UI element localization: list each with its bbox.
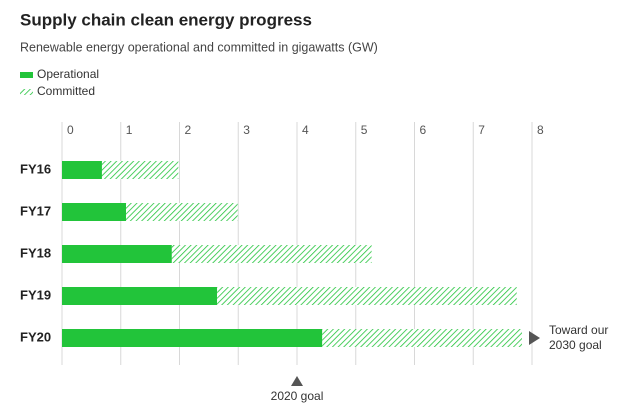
x-tick-label: 4 [302, 123, 309, 137]
bar-segment [62, 245, 172, 263]
y-tick-label: FY20 [20, 329, 51, 344]
x-tick-label: 1 [126, 123, 133, 137]
y-tick-label: FY18 [20, 245, 51, 260]
goal-marker [529, 331, 540, 345]
bar-segment [62, 203, 127, 221]
bar-segment [217, 287, 517, 305]
bar-segment [322, 329, 523, 347]
annotation: 2020 goal [271, 389, 324, 403]
legend-label: Operational [37, 67, 99, 81]
chart-subtitle: Renewable energy operational and committ… [20, 40, 378, 54]
bar-segment [126, 203, 238, 221]
x-tick-label: 2 [185, 123, 192, 137]
x-tick-label: 3 [243, 123, 250, 137]
x-tick-label: 0 [67, 123, 74, 137]
annotation: Toward our [549, 323, 608, 337]
bar-segment [101, 161, 179, 179]
y-tick-label: FY17 [20, 203, 51, 218]
y-tick-label: FY16 [20, 161, 51, 176]
bar-segment [62, 329, 323, 347]
legend-swatch [20, 72, 33, 78]
bar-segment [171, 245, 372, 263]
bar-segment [62, 287, 218, 305]
bar-segment [62, 161, 102, 179]
x-tick-label: 7 [478, 123, 485, 137]
x-tick-label: 6 [420, 123, 427, 137]
x-tick-label: 8 [537, 123, 544, 137]
chart-title: Supply chain clean energy progress [20, 10, 312, 29]
annotation: 2030 goal [549, 338, 602, 352]
legend-swatch [20, 89, 33, 95]
legend-label: Committed [37, 84, 95, 98]
y-tick-label: FY19 [20, 287, 51, 302]
goal-marker [291, 376, 303, 386]
x-tick-label: 5 [361, 123, 368, 137]
